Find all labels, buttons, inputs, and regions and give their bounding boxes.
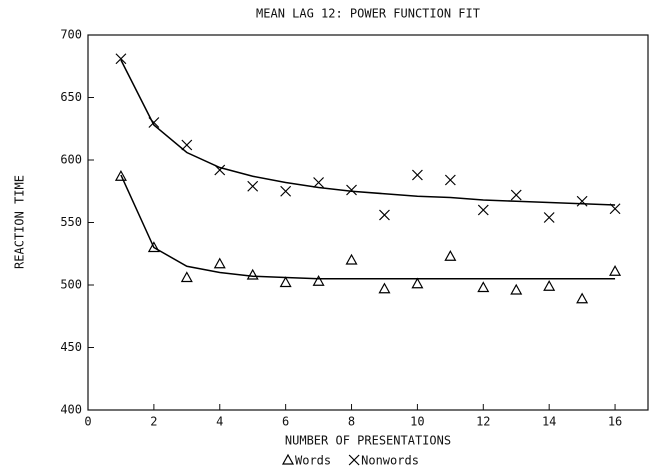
y-tick-label: 500 <box>60 278 82 292</box>
y-tick-label: 600 <box>60 153 82 167</box>
x-tick-label: 14 <box>542 415 556 429</box>
x-tick-label: 6 <box>282 415 289 429</box>
triangle-marker <box>279 276 292 288</box>
x-tick-label: 0 <box>84 415 91 429</box>
fit-line <box>120 174 616 280</box>
x-tick-label: 16 <box>608 415 622 429</box>
x-marker <box>181 139 193 151</box>
plot-frame <box>87 34 649 411</box>
x-axis-label: NUMBER OF PRESENTATIONS <box>285 434 451 448</box>
x-marker <box>444 174 456 186</box>
x-marker <box>477 204 489 216</box>
triangle-marker <box>411 277 424 289</box>
triangle-marker <box>543 280 556 291</box>
x-tick-label: 10 <box>410 415 424 429</box>
x-marker <box>379 209 390 221</box>
y-axis-label: REACTION TIME <box>13 175 27 269</box>
y-tick-label: 700 <box>60 28 82 42</box>
x-marker <box>609 203 621 215</box>
triangle-marker <box>312 275 325 286</box>
x-marker <box>346 184 357 196</box>
y-tick-label: 400 <box>60 403 82 417</box>
triangle-marker <box>180 271 193 283</box>
triangle-marker <box>147 241 160 253</box>
legend-label: Words <box>295 454 331 468</box>
chart-title: MEAN LAG 12: POWER FUNCTION FIT <box>256 7 480 21</box>
x-marker <box>313 177 325 188</box>
fit-line <box>120 59 616 206</box>
y-tick-label: 650 <box>60 90 82 104</box>
triangle-marker <box>378 282 391 294</box>
y-tick-label: 450 <box>60 340 82 354</box>
triangle-marker <box>576 292 589 304</box>
x-tick-label: 2 <box>150 415 157 429</box>
triangle-marker <box>246 268 259 280</box>
y-tick-label: 550 <box>60 215 82 229</box>
x-tick-label: 8 <box>348 415 355 429</box>
x-marker <box>148 117 160 128</box>
legend-marker <box>348 454 360 466</box>
triangle-marker <box>609 265 622 276</box>
x-marker <box>115 53 127 65</box>
x-marker <box>543 212 555 223</box>
x-tick-label: 4 <box>216 415 223 429</box>
triangle-marker <box>477 281 490 293</box>
x-marker <box>214 164 226 176</box>
x-tick-label: 12 <box>476 415 490 429</box>
legend-label: Nonwords <box>361 454 419 468</box>
x-marker <box>576 195 588 207</box>
x-marker <box>411 169 423 181</box>
legend-marker <box>281 453 295 465</box>
triangle-marker <box>213 257 226 269</box>
triangle-marker <box>444 250 457 261</box>
triangle-marker <box>510 283 523 295</box>
triangle-marker <box>345 253 358 265</box>
x-marker <box>280 185 292 197</box>
x-marker <box>247 180 259 192</box>
x-marker <box>510 189 522 201</box>
triangle-marker <box>114 170 127 181</box>
